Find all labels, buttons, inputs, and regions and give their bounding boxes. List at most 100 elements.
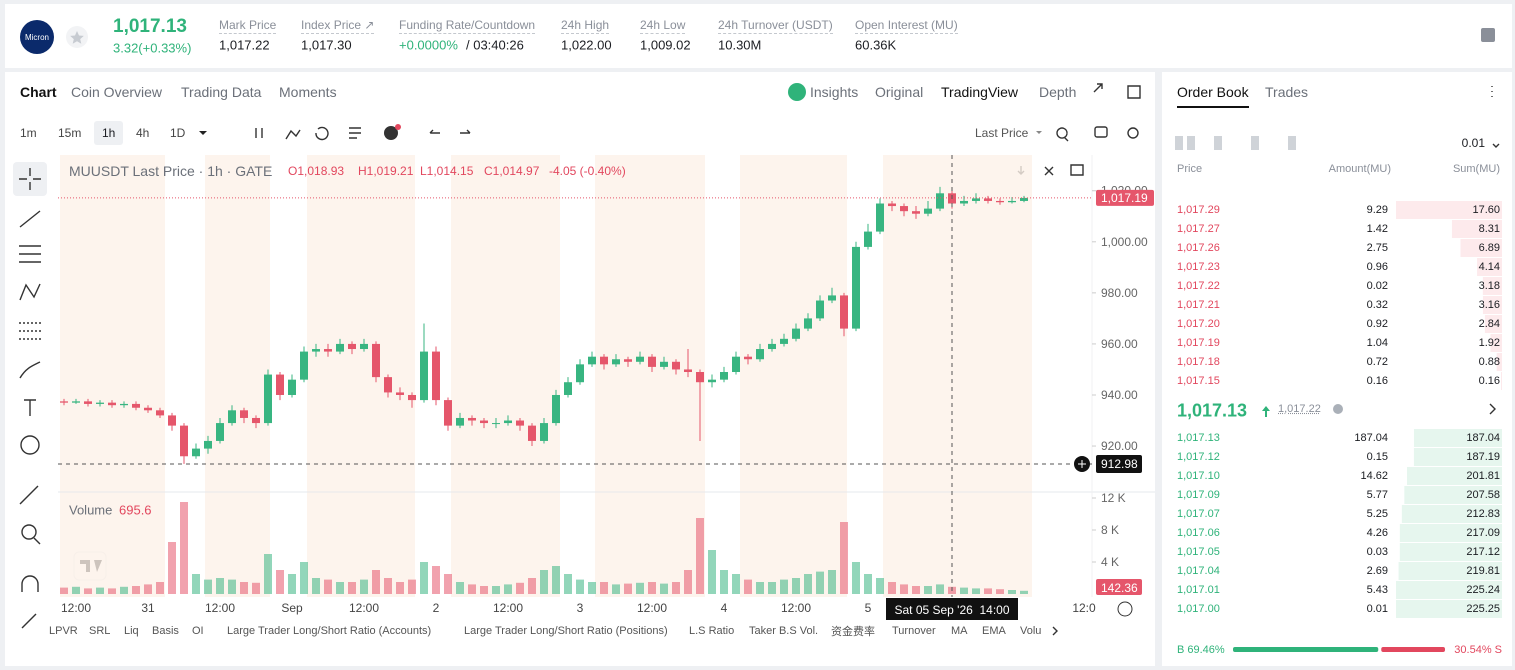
volume-bar bbox=[720, 570, 728, 594]
view-tab[interactable]: Depth bbox=[1039, 84, 1077, 100]
candle-body bbox=[792, 328, 800, 339]
candle-body bbox=[744, 356, 752, 360]
indicator[interactable]: 资金费率 bbox=[831, 626, 875, 638]
indicator[interactable]: Large Trader Long/Short Ratio (Positions… bbox=[464, 625, 668, 637]
up-arrow bbox=[1262, 406, 1270, 417]
ob-price: 1,017.01 bbox=[1177, 584, 1220, 596]
candle-body bbox=[168, 415, 176, 426]
volume-bar bbox=[312, 578, 320, 594]
logo bbox=[20, 20, 54, 54]
view-tab[interactable]: Insights bbox=[810, 84, 859, 100]
view-tab[interactable]: Original bbox=[875, 84, 924, 100]
candle-body bbox=[636, 356, 644, 362]
volume-bar bbox=[492, 586, 500, 594]
precision[interactable]: 0.01 bbox=[1461, 136, 1485, 150]
candle-body bbox=[60, 401, 68, 403]
ob-amount: 5.77 bbox=[1366, 489, 1388, 501]
volume-bar bbox=[828, 570, 836, 594]
ohlc-label: L1,014.15 bbox=[420, 164, 474, 178]
ob-price: 1,017.26 bbox=[1177, 242, 1220, 254]
volume-bar bbox=[432, 566, 440, 594]
interval[interactable]: 15m bbox=[58, 126, 82, 140]
candle-body bbox=[996, 200, 1004, 203]
candle-body bbox=[612, 359, 620, 365]
volume-bar bbox=[732, 574, 740, 594]
ob-sum: 6.89 bbox=[1478, 242, 1500, 254]
volume-current: 695.6 bbox=[119, 502, 152, 518]
depth-bar bbox=[1396, 201, 1502, 219]
indicator[interactable]: Large Trader Long/Short Ratio (Accounts) bbox=[227, 625, 432, 637]
indicator-button[interactable] bbox=[384, 126, 398, 140]
dropdown-arrow bbox=[199, 131, 207, 135]
volume-bar bbox=[180, 502, 188, 594]
indicator[interactable]: Volu bbox=[1020, 625, 1042, 637]
ob-sum: 3.16 bbox=[1478, 299, 1500, 311]
candle-body bbox=[708, 379, 716, 383]
ob-amount: 0.72 bbox=[1366, 356, 1388, 368]
interval[interactable]: 1h bbox=[94, 121, 124, 145]
candle-body bbox=[432, 351, 440, 401]
ob-amount: 0.02 bbox=[1366, 280, 1388, 292]
indicator[interactable]: EMA bbox=[982, 625, 1006, 637]
candle-body bbox=[252, 417, 260, 424]
chart-tab[interactable]: Moments bbox=[279, 84, 337, 100]
ob-sum: 0.88 bbox=[1478, 356, 1500, 368]
chart-tab[interactable]: Chart bbox=[20, 84, 57, 100]
ob-amount: 1.04 bbox=[1366, 337, 1388, 349]
candle-body bbox=[384, 377, 392, 393]
candle-body bbox=[684, 369, 692, 373]
ob-amount: 0.16 bbox=[1366, 375, 1388, 387]
indicator[interactable]: L.S Ratio bbox=[689, 625, 735, 637]
ob-tab[interactable]: Trades bbox=[1265, 84, 1309, 100]
indicator[interactable]: Liq bbox=[124, 625, 139, 637]
indicator[interactable]: Taker B.S Vol. bbox=[749, 625, 819, 637]
volume-bar bbox=[780, 579, 788, 594]
indicator[interactable]: OI bbox=[192, 625, 204, 637]
ob-price: 1,017.15 bbox=[1177, 375, 1220, 387]
volume-bar bbox=[372, 570, 380, 594]
candle-body bbox=[648, 356, 656, 367]
volume-bar bbox=[252, 582, 260, 594]
depth-bar bbox=[1401, 505, 1502, 523]
candle-body bbox=[756, 349, 764, 360]
candle-body bbox=[420, 351, 428, 401]
candle-body bbox=[828, 295, 836, 301]
chart-tab[interactable]: Trading Data bbox=[181, 84, 262, 100]
volume-bar bbox=[684, 570, 692, 594]
indicator[interactable]: MA bbox=[951, 625, 968, 637]
price-change: 3.32(+0.33%) bbox=[113, 40, 192, 56]
volume-bar bbox=[696, 518, 704, 594]
indicator[interactable]: Turnover bbox=[892, 625, 936, 637]
volume-bar bbox=[792, 578, 800, 594]
ob-tab[interactable]: Order Book bbox=[1177, 84, 1249, 100]
ob-price: 1,017.21 bbox=[1177, 299, 1220, 311]
candle-body bbox=[312, 349, 320, 352]
price-source[interactable]: Last Price bbox=[975, 126, 1029, 140]
stat-label: Funding Rate/Countdown bbox=[399, 18, 536, 34]
x-tick-label: 12:00 bbox=[349, 601, 379, 615]
interval[interactable]: 4h bbox=[136, 126, 150, 140]
crosshair-time: Sat 05 Sep '26 14:00 bbox=[894, 603, 1009, 617]
candle-body bbox=[564, 382, 572, 395]
notice-dot bbox=[395, 124, 401, 130]
ohlc-label: C1,014.97 bbox=[484, 164, 540, 178]
indicator[interactable]: SRL bbox=[89, 625, 111, 637]
indicator[interactable]: LPVR bbox=[49, 625, 78, 637]
volume-bar bbox=[960, 587, 968, 594]
candle-body bbox=[804, 318, 812, 329]
volume-bar bbox=[612, 584, 620, 594]
settings-icon[interactable] bbox=[1117, 601, 1133, 617]
indicator[interactable]: Basis bbox=[152, 625, 179, 637]
volume-bar bbox=[516, 582, 524, 594]
stat-value: 1,017.30 bbox=[301, 37, 352, 53]
view-tab[interactable]: TradingView bbox=[941, 84, 1019, 100]
chart-tab[interactable]: Coin Overview bbox=[71, 84, 163, 100]
ob-amount: 0.92 bbox=[1366, 318, 1388, 330]
interval[interactable]: 1m bbox=[20, 126, 37, 140]
x-tick-label: 5 bbox=[865, 601, 872, 615]
candle-body bbox=[624, 359, 632, 362]
stat-value: 1,009.02 bbox=[640, 37, 691, 53]
interval[interactable]: 1D bbox=[170, 126, 186, 140]
candle-body bbox=[372, 343, 380, 378]
side-icon[interactable] bbox=[1481, 28, 1495, 42]
